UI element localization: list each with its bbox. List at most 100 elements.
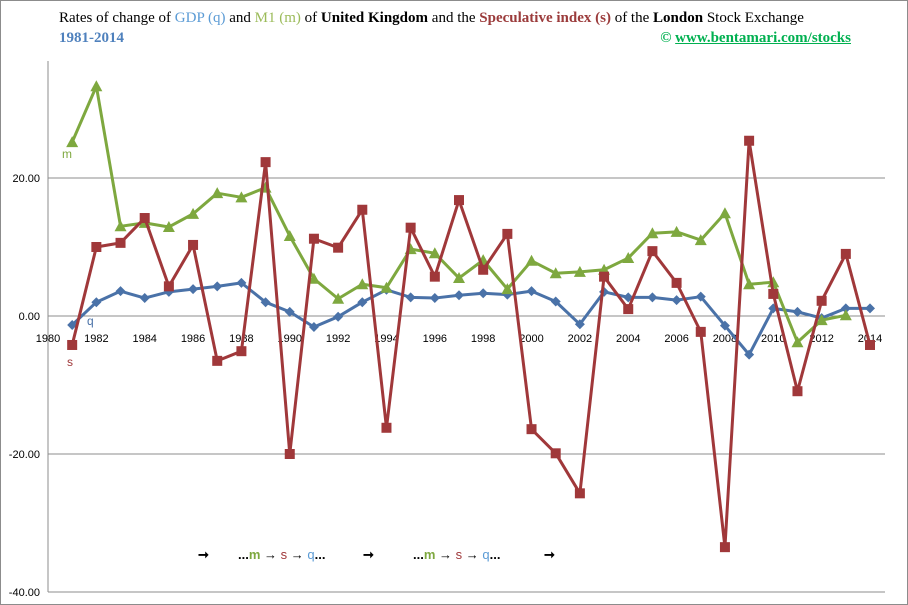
- data-point-s: [381, 422, 392, 433]
- data-point-q: [405, 292, 416, 303]
- data-point-m: [815, 314, 828, 326]
- data-point-s: [768, 288, 779, 299]
- arrow-annotation: ➞: [544, 547, 555, 562]
- sequence-part: →: [435, 547, 455, 562]
- data-point-s: [478, 264, 489, 275]
- data-point-q: [333, 311, 344, 322]
- data-point-s: [599, 271, 610, 282]
- title-text: and the: [428, 10, 480, 26]
- x-tick-label: 2012: [809, 333, 833, 345]
- data-point-s: [308, 233, 319, 244]
- data-point-s: [405, 222, 416, 233]
- data-point-s: [115, 237, 126, 248]
- data-point-q: [67, 319, 78, 330]
- series-label-m: m: [62, 147, 72, 161]
- title-text: Stock Exchange: [703, 10, 804, 26]
- x-tick-label: 2004: [616, 333, 640, 345]
- arrow-annotation: ➞: [363, 547, 374, 562]
- data-point-m: [428, 247, 441, 259]
- data-point-m: [283, 229, 296, 241]
- data-point-m: [573, 265, 586, 277]
- data-point-s: [792, 386, 803, 397]
- chart-title: Rates of change of GDP (q) and M1 (m) of…: [59, 10, 804, 27]
- data-point-q: [647, 292, 658, 303]
- data-point-q: [188, 284, 199, 295]
- data-point-m: [670, 225, 683, 237]
- data-point-s: [260, 157, 271, 168]
- data-point-q: [454, 290, 464, 301]
- data-point-s: [623, 304, 634, 315]
- data-point-s: [840, 248, 851, 259]
- data-point-q: [260, 297, 271, 308]
- x-tick-label: 1980: [36, 333, 60, 345]
- data-point-m: [114, 220, 127, 232]
- data-point-s: [212, 355, 223, 366]
- data-point-m: [307, 272, 320, 284]
- x-tick-label: 1996: [423, 333, 447, 345]
- data-point-q: [865, 303, 875, 314]
- title-country: United Kingdom: [320, 10, 429, 26]
- data-point-s: [163, 281, 174, 292]
- data-point-m: [380, 281, 393, 293]
- title-speculative: Speculative index (s): [479, 10, 611, 26]
- data-point-q: [91, 297, 102, 308]
- website-link[interactable]: www.bentamari.com/stocks: [675, 30, 851, 46]
- copyright-symbol: ©: [660, 30, 672, 46]
- sequence-part: →: [462, 547, 482, 562]
- sequence-part: ...: [413, 547, 424, 562]
- data-point-s: [429, 271, 440, 282]
- y-tick-label: 20.00: [12, 173, 40, 185]
- title-text: and: [225, 10, 255, 26]
- data-point-s: [454, 195, 464, 206]
- x-tick-label: 1986: [181, 333, 205, 345]
- data-point-s: [502, 228, 513, 239]
- sequence-part: ...: [490, 547, 501, 562]
- copyright: © www.bentamari.com/stocks: [660, 30, 851, 47]
- data-point-m: [646, 227, 659, 239]
- x-tick-label: 2000: [519, 333, 543, 345]
- data-point-s: [357, 204, 368, 215]
- data-point-s: [865, 339, 875, 350]
- x-tick-label: 2010: [761, 333, 785, 345]
- data-point-q: [212, 281, 223, 292]
- data-point-m: [525, 254, 538, 266]
- data-point-m: [694, 234, 707, 246]
- sequence-part: q: [307, 547, 314, 562]
- x-tick-label: 1994: [374, 333, 398, 345]
- data-point-s: [574, 488, 585, 499]
- sequence-part: m: [249, 547, 261, 562]
- data-point-s: [671, 277, 682, 288]
- y-tick-label: -20.00: [9, 449, 40, 461]
- data-point-q: [357, 297, 368, 308]
- sequence-part: s: [456, 547, 463, 562]
- data-point-q: [719, 320, 730, 331]
- data-point-s: [91, 242, 102, 252]
- series-label-q: q: [87, 314, 94, 328]
- title-gdp: GDP (q): [174, 10, 226, 26]
- data-point-m: [332, 292, 345, 304]
- x-tick-label: 2006: [664, 333, 688, 345]
- sequence-part: m: [424, 547, 436, 562]
- chart-subtitle: 1981-2014: [59, 30, 124, 46]
- sequence-part: →: [260, 547, 280, 562]
- data-point-s: [744, 135, 755, 146]
- x-tick-label: 1998: [471, 333, 495, 345]
- sequence-part: q: [482, 547, 489, 562]
- data-point-s: [816, 295, 827, 306]
- data-point-s: [67, 339, 78, 350]
- data-point-q: [744, 349, 755, 360]
- series-label-s: s: [67, 355, 73, 369]
- data-point-s: [526, 424, 537, 435]
- data-point-s: [647, 246, 658, 257]
- data-point-q: [284, 306, 295, 317]
- data-point-q: [478, 288, 489, 299]
- data-point-s: [139, 213, 150, 224]
- data-point-q: [792, 306, 803, 317]
- series-line-m: [70, 84, 847, 344]
- data-point-m: [235, 191, 248, 203]
- data-point-s: [188, 239, 199, 250]
- data-point-q: [574, 319, 585, 330]
- data-point-m: [356, 278, 369, 290]
